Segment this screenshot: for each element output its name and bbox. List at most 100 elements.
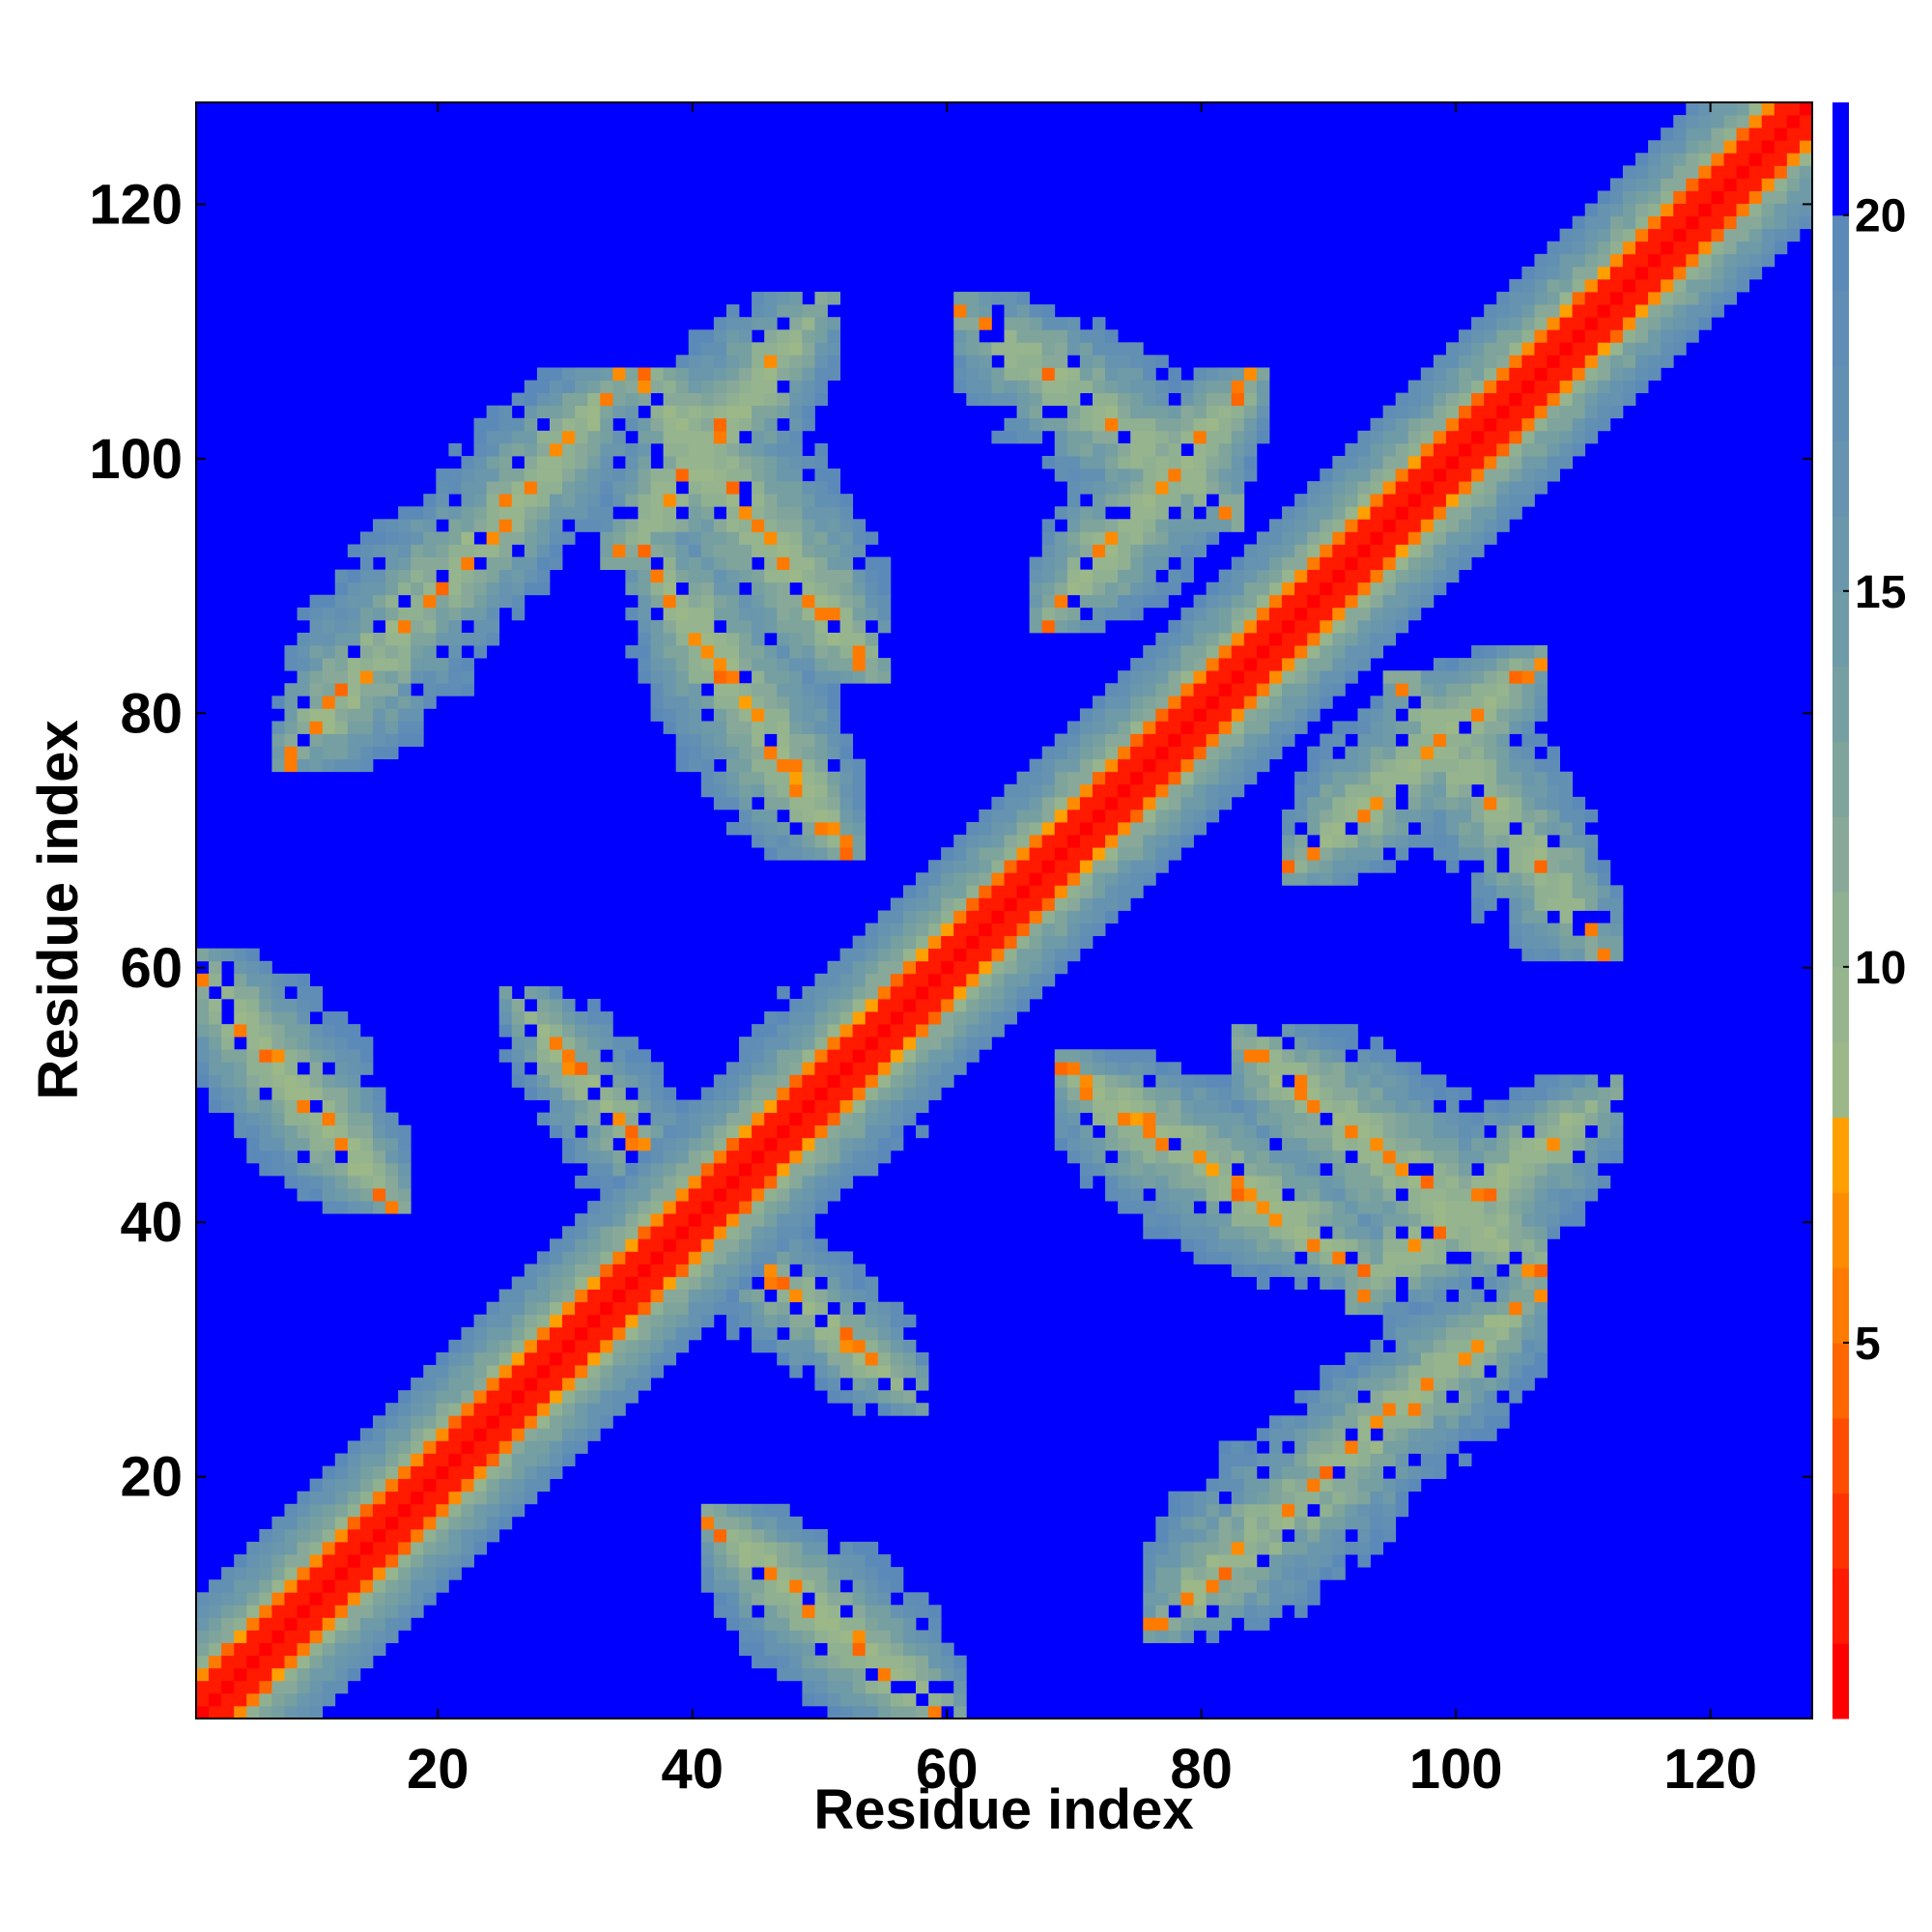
heatmap-cell	[953, 317, 967, 330]
heatmap-cell	[1547, 1099, 1560, 1114]
heatmap-cell	[1370, 809, 1384, 823]
heatmap-cell	[777, 1503, 790, 1518]
heatmap-cell	[802, 355, 815, 368]
heatmap-cell	[259, 960, 272, 975]
heatmap-cell	[713, 594, 727, 609]
heatmap-cell	[1609, 1150, 1624, 1164]
heatmap-cell	[941, 1655, 954, 1669]
heatmap-cell	[764, 317, 778, 330]
heatmap-cell	[1320, 1428, 1333, 1441]
heatmap-cell	[890, 1301, 904, 1316]
heatmap-cell	[347, 733, 361, 747]
heatmap-cell	[612, 1074, 626, 1088]
heatmap-cell	[498, 1453, 513, 1466]
heatmap-cell	[890, 1314, 904, 1328]
heatmap-cell	[852, 1378, 867, 1391]
heatmap-cell	[423, 1453, 437, 1466]
heatmap-cell	[334, 1680, 349, 1694]
heatmap-cell	[1016, 317, 1031, 330]
heatmap-cell	[852, 582, 867, 596]
heatmap-cell	[436, 1542, 449, 1555]
heatmap-cell	[688, 1162, 702, 1177]
heatmap-cell	[575, 1062, 588, 1075]
heatmap-cell	[739, 1516, 753, 1530]
heatmap-cell	[1395, 721, 1409, 734]
heatmap-cell	[752, 1124, 765, 1139]
heatmap-cell	[246, 1667, 260, 1682]
heatmap-cell	[1268, 1049, 1283, 1063]
heatmap-cell	[1193, 783, 1208, 798]
heatmap-cell	[1256, 1428, 1270, 1441]
heatmap-cell	[1459, 1403, 1472, 1416]
heatmap-cell	[1004, 835, 1017, 848]
heatmap-cell	[322, 1049, 336, 1063]
heatmap-cell	[688, 1326, 702, 1341]
heatmap-cell	[688, 582, 702, 596]
heatmap-cell	[1496, 1137, 1510, 1151]
heatmap-cell	[1282, 1251, 1295, 1264]
heatmap-cell	[309, 1542, 324, 1555]
heatmap-cell	[789, 1276, 803, 1291]
heatmap-cell	[725, 1251, 740, 1264]
heatmap-cell	[1509, 783, 1522, 798]
heatmap-cell	[297, 683, 311, 696]
heatmap-cell	[1521, 1238, 1535, 1252]
heatmap-cell	[877, 670, 892, 684]
heatmap-cell	[536, 556, 551, 570]
heatmap-cell	[1445, 1162, 1460, 1177]
heatmap-cell	[953, 847, 967, 861]
heatmap-cell	[1282, 860, 1295, 873]
heatmap-cell	[322, 1124, 336, 1139]
heatmap-cell	[1180, 809, 1194, 823]
heatmap-cell	[398, 1503, 412, 1518]
heatmap-cell	[385, 733, 399, 747]
heatmap-cell	[1357, 1365, 1371, 1378]
heatmap-cell	[1445, 1301, 1460, 1316]
heatmap-cell	[1079, 835, 1094, 848]
heatmap-cell	[789, 758, 803, 773]
heatmap-cell	[1268, 1579, 1283, 1593]
heatmap-cell	[966, 1037, 980, 1050]
heatmap-cell	[789, 847, 803, 861]
heatmap-cell	[814, 1667, 828, 1682]
heatmap-cell	[1459, 1351, 1472, 1366]
heatmap-cell	[928, 910, 942, 923]
heatmap-cell	[1382, 1074, 1397, 1088]
heatmap-cell	[1004, 317, 1017, 330]
heatmap-cell	[1054, 556, 1068, 570]
heatmap-cell	[1471, 1124, 1485, 1139]
heatmap-cell	[777, 430, 790, 444]
heatmap-cell	[814, 367, 828, 381]
heatmap-cell	[1484, 1238, 1497, 1252]
heatmap-cell	[1168, 531, 1181, 545]
heatmap-cell	[612, 430, 626, 444]
heatmap-cell	[1130, 835, 1144, 848]
heatmap-cell	[1559, 1124, 1574, 1139]
heatmap-cell	[536, 1365, 551, 1378]
heatmap-cell	[1092, 417, 1106, 432]
heatmap-cell	[1496, 1403, 1510, 1416]
heatmap-cell	[650, 1339, 664, 1353]
heatmap-cell	[764, 809, 778, 823]
heatmap-cell	[1370, 1087, 1384, 1100]
heatmap-cell	[549, 1011, 563, 1025]
heatmap-cell	[1484, 1339, 1497, 1353]
heatmap-cell	[612, 1238, 626, 1252]
heatmap-cell	[1118, 860, 1131, 873]
heatmap-cell	[877, 935, 892, 950]
heatmap-cell	[725, 430, 740, 444]
heatmap-cell	[688, 367, 702, 381]
heatmap-cell	[789, 292, 803, 305]
heatmap-cell	[359, 1188, 374, 1202]
heatmap-cell	[1066, 758, 1081, 773]
heatmap-cell	[1118, 531, 1131, 545]
heatmap-cell	[650, 632, 664, 646]
heatmap-cell	[789, 1175, 803, 1189]
heatmap-cell	[852, 1124, 867, 1139]
heatmap-cell	[739, 696, 753, 709]
heatmap-cell	[385, 1592, 399, 1605]
heatmap-cell	[1534, 1351, 1548, 1366]
heatmap-cell	[814, 619, 828, 634]
heatmap-cell	[700, 1099, 715, 1114]
heatmap-cell	[638, 1365, 651, 1378]
